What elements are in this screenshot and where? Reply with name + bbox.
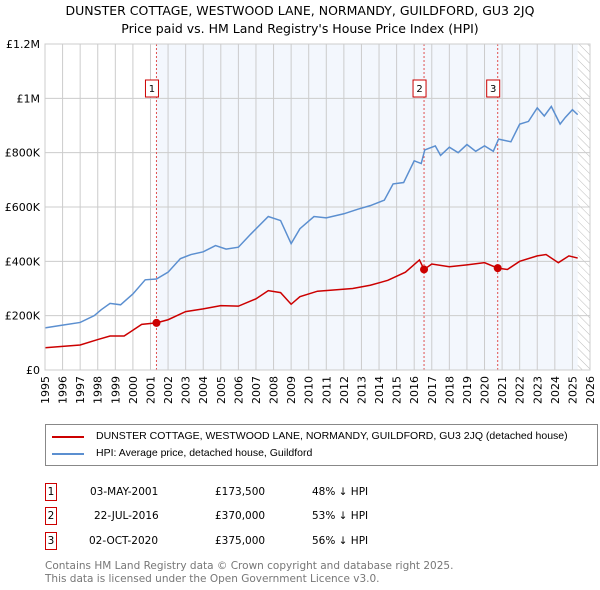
footer-copyright: Contains HM Land Registry data © Crown c… bbox=[45, 560, 454, 572]
sale-price: £375,000 bbox=[215, 535, 266, 547]
x-tick-label: 2023 bbox=[531, 376, 544, 404]
x-tick-label: 2022 bbox=[514, 376, 527, 404]
x-tick-label: 2011 bbox=[320, 376, 333, 404]
footer-licence: This data is licensed under the Open Gov… bbox=[45, 573, 380, 585]
y-tick-label: £400K bbox=[5, 255, 41, 268]
x-tick-label: 1997 bbox=[74, 376, 87, 404]
x-tick-label: 2014 bbox=[373, 376, 386, 404]
x-tick-label: 2002 bbox=[162, 376, 175, 404]
x-tick-label: 2003 bbox=[180, 376, 193, 404]
x-tick-label: 2006 bbox=[232, 376, 245, 404]
y-tick-label: £800K bbox=[5, 147, 41, 160]
legend-label-property: DUNSTER COTTAGE, WESTWOOD LANE, NORMANDY… bbox=[96, 430, 568, 442]
x-tick-label: 2025 bbox=[566, 376, 579, 404]
sale-label: 3 bbox=[490, 84, 496, 95]
sale-hpi: 53% ↓ HPI bbox=[312, 510, 369, 522]
y-tick-label: £1.2M bbox=[6, 38, 40, 51]
x-tick-label: 2008 bbox=[268, 376, 281, 404]
sale-hpi: 56% ↓ HPI bbox=[312, 535, 369, 547]
x-tick-label: 2024 bbox=[549, 376, 562, 404]
sale-row: 1 03-MAY-2001 £173,500 48% ↓ HPI bbox=[45, 483, 445, 503]
x-tick-label: 2015 bbox=[391, 376, 404, 404]
y-tick-label: £0 bbox=[26, 364, 40, 377]
sale-label: 2 bbox=[416, 84, 422, 95]
x-tick-label: 2010 bbox=[303, 376, 316, 404]
footer: Contains HM Land Registry data © Crown c… bbox=[45, 560, 453, 586]
legend-swatch-property bbox=[52, 435, 84, 438]
x-tick-label: 2012 bbox=[338, 376, 351, 404]
x-tick-label: 2016 bbox=[408, 376, 421, 404]
chart-subtitle: Price paid vs. HM Land Registry's House … bbox=[121, 21, 479, 36]
legend: DUNSTER COTTAGE, WESTWOOD LANE, NORMANDY… bbox=[45, 424, 598, 466]
sale-row: 3 02-OCT-2020 £375,000 56% ↓ HPI bbox=[45, 532, 445, 552]
sale-point bbox=[152, 318, 161, 327]
legend-swatch-hpi bbox=[52, 452, 84, 455]
sale-point bbox=[493, 264, 502, 273]
sale-price: £173,500 bbox=[215, 486, 266, 498]
x-tick-label: 2021 bbox=[496, 376, 509, 404]
sale-point bbox=[420, 265, 429, 274]
x-tick-label: 1998 bbox=[92, 376, 105, 404]
sale-date: 03-MAY-2001 bbox=[90, 486, 159, 498]
y-tick-label: £200K bbox=[5, 310, 41, 323]
x-tick-label: 1996 bbox=[57, 376, 70, 404]
sale-label-box bbox=[486, 79, 501, 98]
x-tick-label: 2000 bbox=[127, 376, 140, 404]
y-tick-label: £600K bbox=[5, 201, 41, 214]
sale-badge: 2 bbox=[45, 507, 57, 525]
x-tick-label: 1999 bbox=[109, 376, 122, 404]
sale-label-box bbox=[144, 79, 159, 98]
x-tick-label: 2007 bbox=[250, 376, 263, 404]
price-paid-line bbox=[44, 253, 578, 349]
y-tick-label: £1M bbox=[17, 92, 41, 105]
x-tick-label: 2026 bbox=[584, 376, 597, 404]
sale-badge: 1 bbox=[45, 483, 57, 501]
sale-date: 22-JUL-2016 bbox=[94, 510, 159, 522]
sale-price: £370,000 bbox=[215, 510, 266, 522]
plot-area: 1995 1996 1997 1998 1999 2000 2001 2002 2003 2004… bbox=[5, 38, 597, 404]
x-tick-label: 2017 bbox=[426, 376, 439, 404]
x-tick-label: 2020 bbox=[479, 376, 492, 404]
hpi-line bbox=[44, 105, 579, 329]
legend-label-hpi: HPI: Average price, detached house, Guil… bbox=[96, 447, 313, 459]
sale-row: 2 22-JUL-2016 £370,000 53% ↓ HPI bbox=[45, 507, 445, 527]
sale-badge: 3 bbox=[45, 532, 57, 550]
plot-border bbox=[44, 43, 591, 371]
chart-title: DUNSTER COTTAGE, WESTWOOD LANE, NORMANDY… bbox=[65, 3, 535, 18]
x-tick-label: 2018 bbox=[443, 376, 456, 404]
x-tick-label: 2009 bbox=[285, 376, 298, 404]
sale-hpi: 48% ↓ HPI bbox=[312, 486, 369, 498]
x-tick-label: 2005 bbox=[215, 376, 228, 404]
sale-label-box bbox=[412, 79, 427, 98]
x-tick-label: 2001 bbox=[144, 376, 157, 404]
x-tick-label: 2004 bbox=[197, 376, 210, 404]
x-tick-label: 1995 bbox=[39, 376, 52, 404]
sale-date: 02-OCT-2020 bbox=[89, 535, 158, 547]
sale-label: 1 bbox=[149, 84, 155, 95]
x-tick-label: 2013 bbox=[355, 376, 368, 404]
x-tick-label: 2019 bbox=[461, 376, 474, 404]
